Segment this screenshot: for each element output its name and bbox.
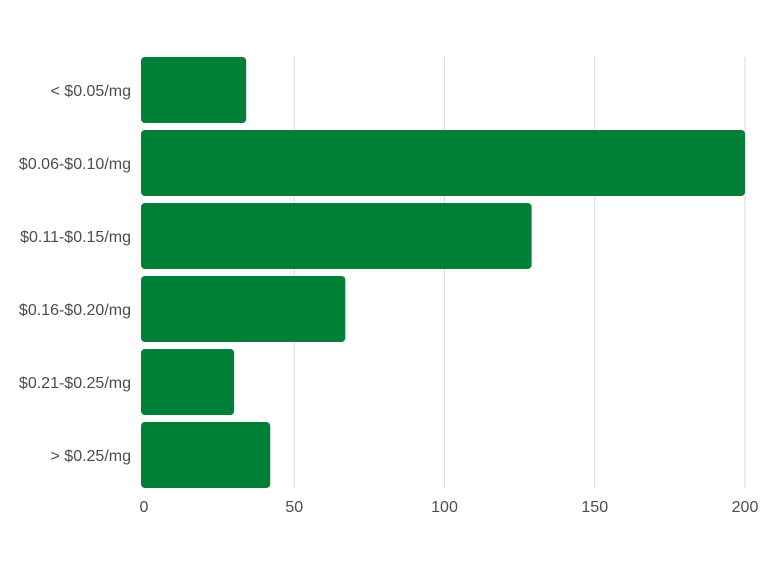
x-tick-label: 0 <box>140 499 149 516</box>
x-tick-label: 50 <box>285 499 303 516</box>
category-label: > $0.25/mg <box>51 448 132 465</box>
category-label: $0.21-$0.25/mg <box>19 375 131 392</box>
category-label: $0.11-$0.15/mg <box>20 229 131 246</box>
category-label: $0.06-$0.10/mg <box>19 156 131 173</box>
category-label: $0.16-$0.20/mg <box>19 302 131 319</box>
bar-3 <box>141 276 346 342</box>
x-tick-label: 150 <box>581 499 608 516</box>
bar-4 <box>141 349 235 415</box>
category-labels: < $0.05/mg $0.06-$0.10/mg $0.11-$0.15/mg $0… <box>19 83 131 465</box>
x-tick-label: 200 <box>732 499 759 516</box>
bar-1 <box>141 130 745 196</box>
bar-5 <box>141 422 271 488</box>
bars <box>141 57 745 488</box>
grid-lines <box>293 57 746 488</box>
category-label: < $0.05/mg <box>51 83 132 100</box>
x-tick-label: 100 <box>431 499 458 516</box>
x-tick-labels: 0 50 100 150 200 <box>140 499 759 516</box>
bar-0 <box>141 57 247 123</box>
bar-2 <box>141 203 532 269</box>
